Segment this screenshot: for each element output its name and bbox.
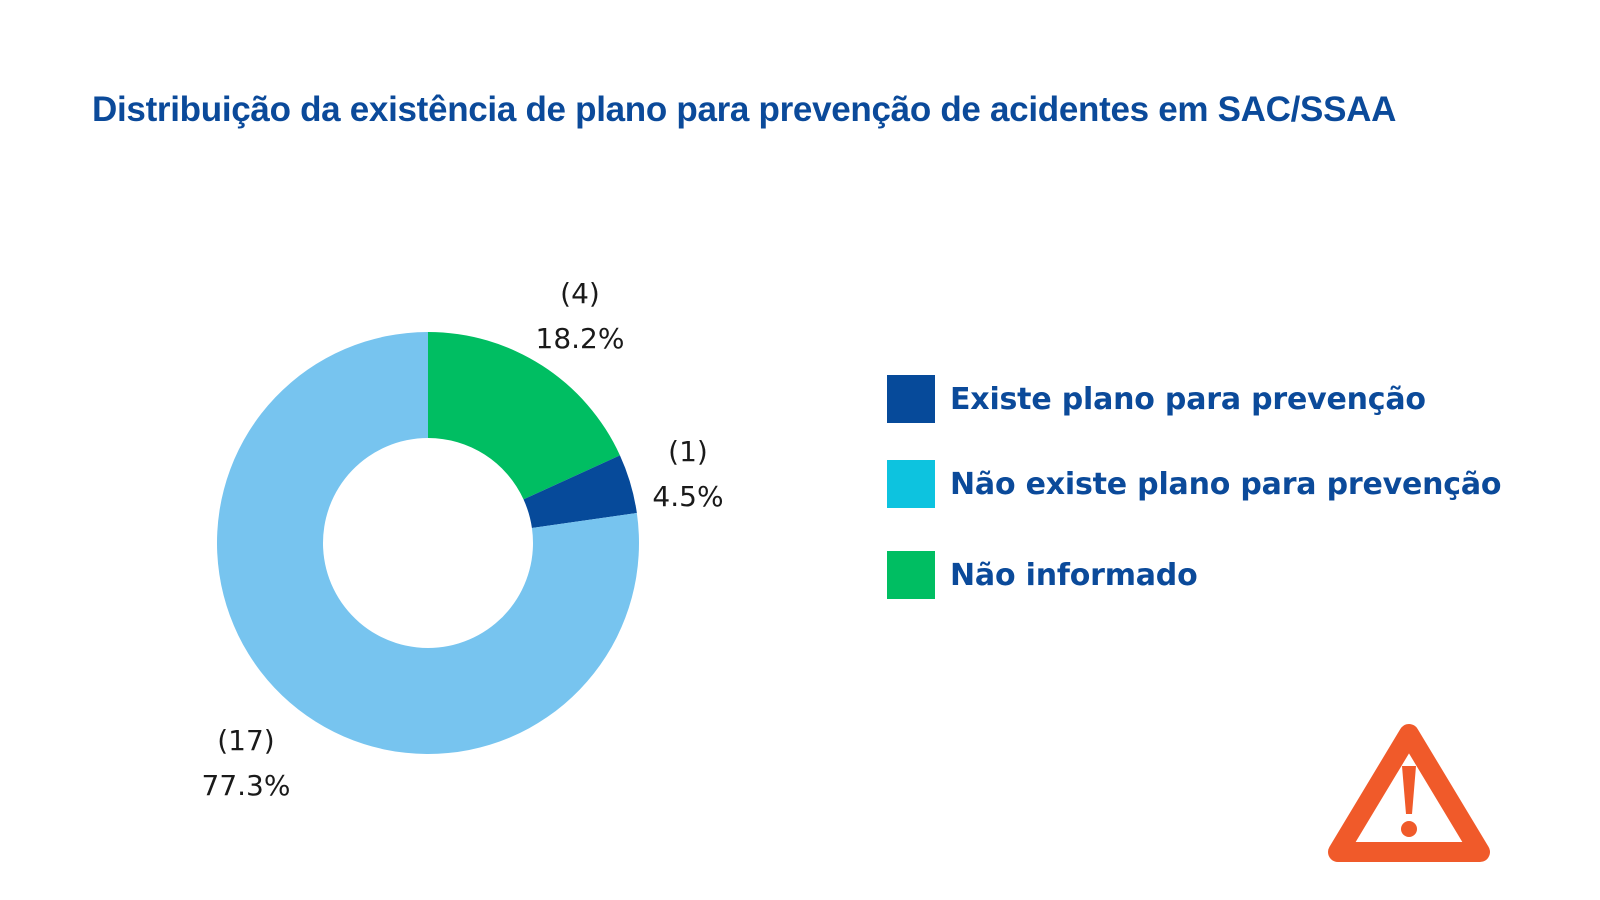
legend-swatch — [887, 375, 935, 423]
donut-slice-2 — [523, 455, 637, 529]
slice-percent-label: 77.3% — [202, 769, 291, 802]
donut-slices — [217, 331, 639, 754]
donut-slice-3 — [217, 331, 639, 754]
legend-label: Não informado — [950, 557, 1198, 593]
legend-item-nao-existe-plano: Não existe plano para prevenção — [887, 460, 1502, 508]
legend-label: Não existe plano para prevenção — [950, 466, 1502, 502]
warning-triangle-icon — [1328, 724, 1490, 862]
slice-count-label: (1) — [668, 435, 708, 468]
legend-item-existe-plano: Existe plano para prevenção — [887, 375, 1426, 423]
slice-percent-label: 18.2% — [536, 322, 625, 355]
donut-slice-1 — [428, 332, 620, 500]
legend-swatch — [887, 551, 935, 599]
slice-labels: (4) 18.2% (1) 4.5% (17) 77.3% — [202, 277, 724, 802]
slice-count-label: (4) — [560, 277, 600, 310]
slice-percent-label: 4.5% — [652, 480, 723, 513]
donut-chart: (4) 18.2% (1) 4.5% (17) 77.3% — [202, 277, 724, 802]
legend-label: Existe plano para prevenção — [950, 381, 1426, 417]
slice-count-label: (17) — [217, 724, 274, 757]
legend-item-nao-informado: Não informado — [887, 551, 1198, 599]
legend-swatch — [887, 460, 935, 508]
chart-title: Distribuição da existência de plano para… — [92, 90, 1397, 129]
